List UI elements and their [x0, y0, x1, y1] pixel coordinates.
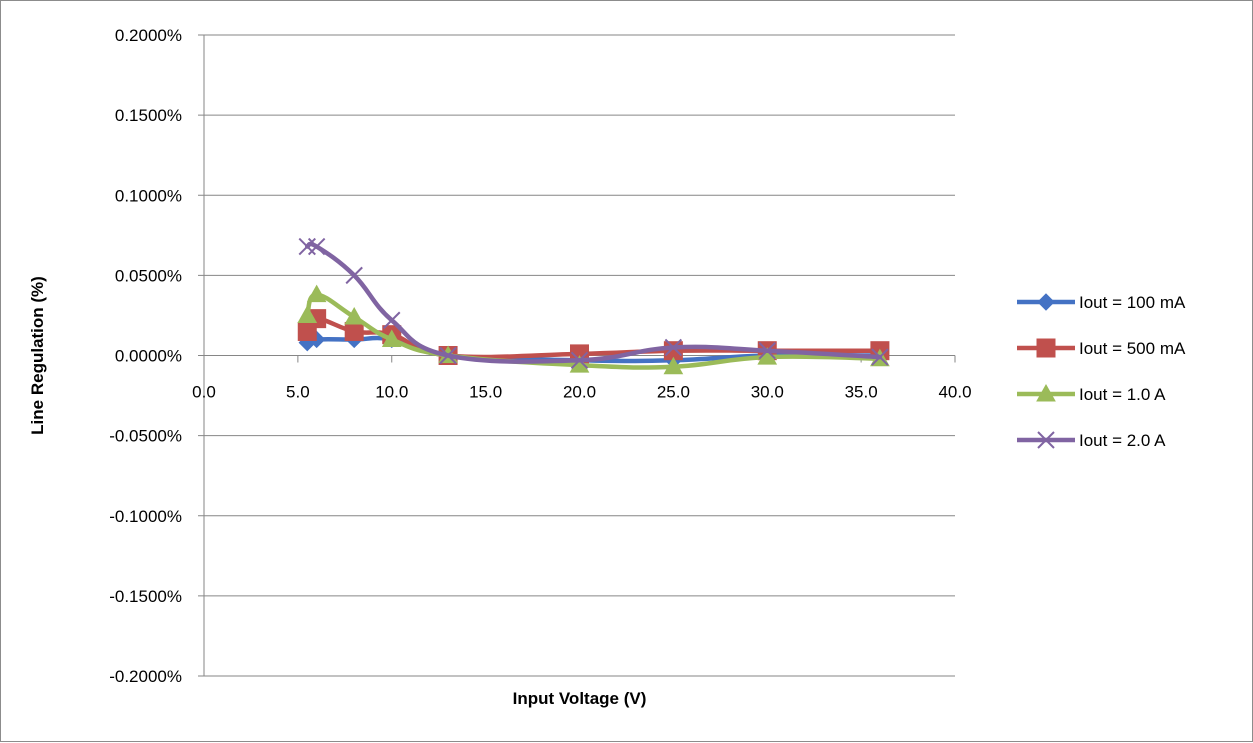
legend-label: Iout = 100 mA — [1079, 293, 1186, 312]
x-tick-label: 15.0 — [469, 383, 502, 402]
legend-label: Iout = 1.0 A — [1079, 385, 1166, 404]
series-line — [305, 241, 883, 364]
legend-item: Iout = 2.0 A — [1017, 431, 1166, 450]
x-tick-label: 35.0 — [845, 383, 878, 402]
y-tick-label: 0.0000% — [115, 347, 182, 366]
y-tick-label: -0.1500% — [109, 587, 182, 606]
x-tick-label: 0.0 — [192, 383, 216, 402]
series-layer — [297, 237, 890, 375]
data-point-triangle — [663, 356, 684, 375]
data-point-triangle — [306, 284, 327, 303]
legend-label: Iout = 500 mA — [1079, 339, 1186, 358]
x-tick-label: 10.0 — [375, 383, 408, 402]
data-point-x — [383, 311, 401, 329]
legend-marker — [1036, 338, 1056, 358]
data-point-x — [307, 237, 326, 256]
y-tick-label: -0.1000% — [109, 507, 182, 526]
data-point-x — [664, 338, 683, 357]
legend: Iout = 100 mA Iout = 500 mA Iout = 1.0 A Io… — [1017, 293, 1186, 450]
x-axis-title: Input Voltage (V) — [513, 689, 647, 708]
data-point-triangle — [297, 305, 318, 323]
y-tick-label: 0.2000% — [115, 26, 182, 45]
data-point-x — [439, 346, 457, 365]
data-point-triangle — [344, 307, 365, 325]
x-tick-label: 5.0 — [286, 383, 310, 402]
data-point-x — [345, 266, 363, 285]
legend-item: Iout = 100 mA — [1017, 293, 1186, 312]
y-tick-label: -0.0500% — [109, 427, 182, 446]
legend-item: Iout = 500 mA — [1017, 338, 1186, 358]
y-tick-label: -0.2000% — [109, 667, 182, 686]
tick-labels: 0.2000% 0.1500% 0.1000% 0.0500% 0.0000% -0.05… — [109, 26, 971, 686]
legend-item: Iout = 1.0 A — [1017, 383, 1166, 404]
y-tick-label: 0.1000% — [115, 186, 182, 205]
x-tick-label: 30.0 — [751, 383, 784, 402]
x-tick-label: 25.0 — [657, 383, 690, 402]
x-tick-label: 20.0 — [563, 383, 596, 402]
data-point-square — [344, 321, 364, 341]
y-tick-label: 0.0500% — [115, 266, 182, 285]
data-point-triangle — [381, 329, 402, 347]
x-tick-label: 40.0 — [938, 383, 971, 402]
y-tick-label: 0.1500% — [115, 106, 182, 125]
y-axis-title: Line Regulation (%) — [28, 276, 47, 435]
legend-label: Iout = 2.0 A — [1079, 431, 1166, 450]
legend-marker — [1036, 383, 1056, 402]
data-point-x — [758, 341, 776, 360]
data-point-x — [570, 351, 589, 370]
series-4 — [298, 237, 889, 370]
data-point-x — [871, 348, 889, 366]
legend-marker — [1037, 293, 1055, 311]
legend-marker — [1037, 431, 1055, 449]
